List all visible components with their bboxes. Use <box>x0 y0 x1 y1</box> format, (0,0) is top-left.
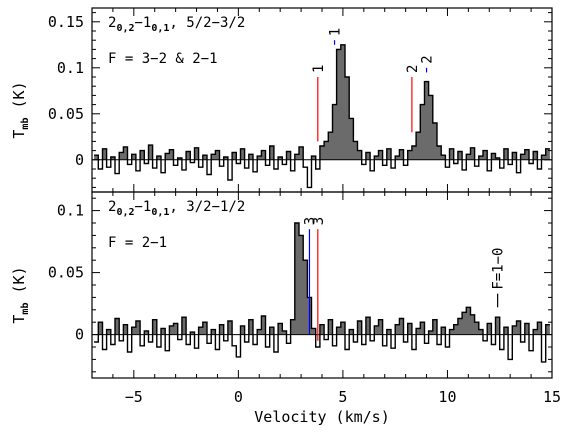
transition-label-top: 20,2−10,1, 5/2−3/2 <box>108 15 245 34</box>
panel-bottom: 0 0.05 0.1 Tmb (K) 20,2−10,1, 3/2−1/2 F = 2−1… <box>10 191 561 426</box>
x-tick-label: 10 <box>438 388 456 406</box>
hyperfine-marker-label: 3 <box>302 217 318 225</box>
y-tick-label: 0 <box>75 151 84 169</box>
y-axis-title-bottom: Tmb (K) <box>10 266 31 323</box>
y-tick-label: 0.1 <box>57 59 84 77</box>
y-tick-label: 0.05 <box>48 105 84 123</box>
x-axis-title: Velocity (km/s) <box>254 408 389 426</box>
y-tick-label: 0 <box>75 326 84 344</box>
hyperfine-marker-label: 1 <box>328 28 344 36</box>
transition-label-bottom: 20,2−10,1, 3/2−1/2 <box>108 199 245 218</box>
x-tick-label: 15 <box>543 388 561 406</box>
x-tick-label: −5 <box>125 388 143 406</box>
hyperfine-marker-label: F=1−0 <box>491 248 507 290</box>
hyperfine-label-bottom: F = 2−1 <box>108 235 167 251</box>
spectrum-line-top <box>94 44 550 189</box>
hyperfine-marker-label: 2 <box>420 55 436 63</box>
hyperfine-marker-label: 1 <box>311 65 327 73</box>
x-tick-label: 0 <box>234 388 243 406</box>
x-tick-label: 5 <box>338 388 347 406</box>
hyperfine-marker-label: 3 <box>311 217 327 225</box>
y-tick-label: 0.15 <box>48 13 84 31</box>
y-tick-label: 0.05 <box>48 264 84 282</box>
panel-top: 0 0.05 0.1 0.15 Tmb (K) 20,2−10,1, 5/2−3/2 F =… <box>10 7 553 193</box>
y-axis-title-top: Tmb (K) <box>10 81 31 138</box>
hyperfine-label-top: F = 3−2 & 2−1 <box>108 51 218 67</box>
hyperfine-marker-label: 2 <box>405 65 421 73</box>
spectrum-line-bottom <box>94 222 550 363</box>
y-tick-label: 0.1 <box>57 202 84 220</box>
spectrum-fill-top <box>94 44 550 160</box>
